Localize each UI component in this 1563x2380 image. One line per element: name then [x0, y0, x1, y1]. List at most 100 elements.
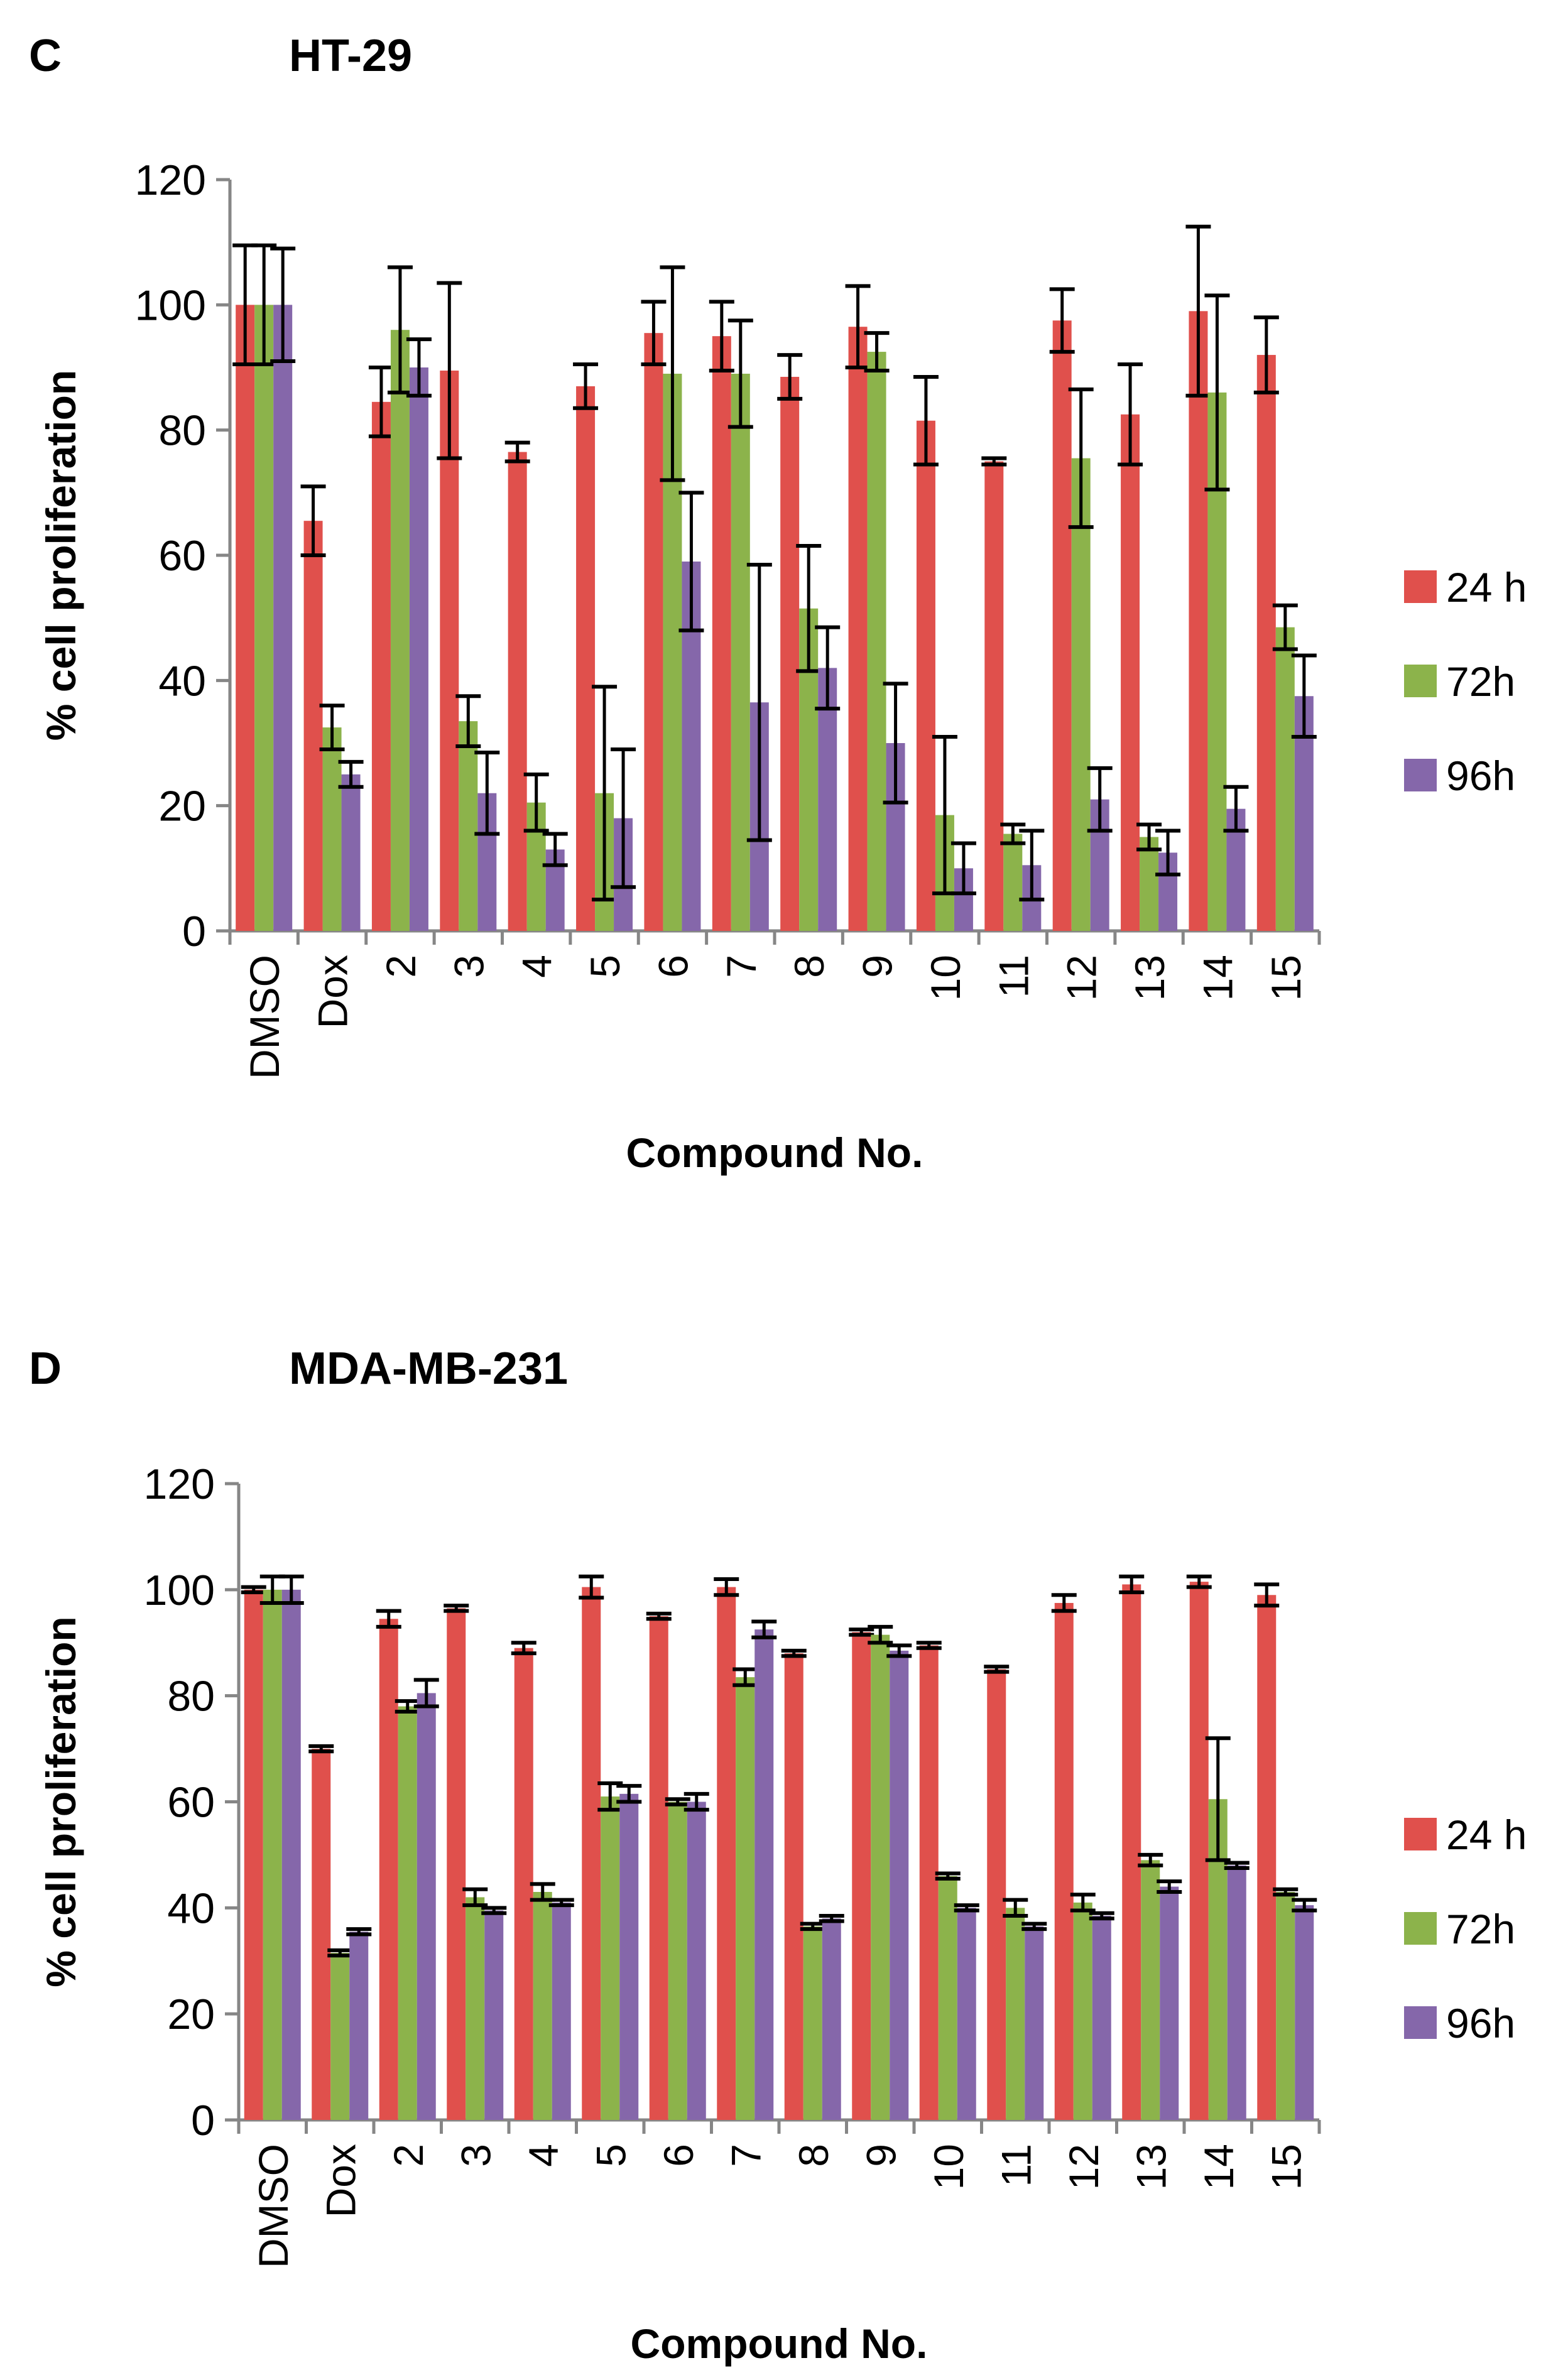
bar-24h-dox: [312, 1749, 331, 2120]
bar-72h-6: [668, 1801, 687, 2120]
bar-96h-dox: [349, 1932, 369, 2120]
x-tick-label: 14: [1195, 2144, 1242, 2190]
bar-72h-5: [601, 1796, 620, 2120]
x-tick-label: 2: [385, 2144, 432, 2167]
legend-label: 24 h: [1446, 564, 1527, 611]
x-tick-label: 3: [452, 2144, 499, 2167]
x-tick-label: 15: [1263, 955, 1309, 1001]
bar-24h-5: [582, 1587, 601, 2120]
x-tick-label: 12: [1059, 955, 1105, 1001]
bar-96h-2: [409, 367, 428, 931]
x-tick-label: 6: [650, 955, 696, 978]
x-tick-label: 13: [1128, 2144, 1174, 2190]
bar-72h-dmso: [263, 1589, 282, 2120]
bar-24h-2: [371, 401, 391, 931]
y-tick-label: 60: [167, 1779, 215, 1827]
bar-72h-12: [1073, 1902, 1092, 2120]
bar-72h-11: [1003, 834, 1023, 931]
legend-swatch: [1404, 570, 1437, 603]
legend-swatch: [1404, 1912, 1437, 1945]
bar-24h-14: [1189, 311, 1208, 931]
bar-72h-10: [938, 1876, 957, 2120]
x-tick-label: 7: [722, 2144, 769, 2167]
y-tick-label: 120: [135, 156, 206, 204]
x-tick-label: 8: [790, 2144, 837, 2167]
x-axis-title: Compound No.: [626, 1129, 923, 1176]
panel-c: C HT-29 0 20 40 60 80 100 120 DMSO Dox 2 3 4 5 6 7 8 9 10…: [29, 31, 1527, 1176]
y-tick-label: 20: [158, 783, 206, 830]
bar-24h-dmso: [236, 305, 255, 931]
panel-letter-c: C: [29, 31, 62, 81]
bar-24h-5: [576, 386, 596, 931]
x-axis-title: Compound No.: [631, 2320, 928, 2367]
chart-ht29: 0 20 40 60 80 100 120 DMSO Dox 2 3 4 5 6 7 8 9 10 11 12 13 14…: [38, 156, 1527, 1176]
chart-mda-mb-231: 0 20 40 60 80 100 120 DMSO Dox 2 3 4 5 6 7 8 9 10 11 12 13 14…: [38, 1460, 1527, 2367]
bar-24h-12: [1052, 320, 1072, 931]
bar-24h-14: [1189, 1582, 1209, 2120]
x-tick-label: 9: [858, 2144, 904, 2167]
bar-96h-10: [957, 1908, 976, 2120]
bar-96h-7: [754, 1629, 774, 2120]
bar-96h-4: [552, 1902, 571, 2120]
x-tick-label: Dox: [317, 2144, 364, 2217]
bar-24h-9: [852, 1632, 871, 2120]
x-tick-label: DMSO: [241, 955, 288, 1079]
y-tick-label: 120: [144, 1460, 215, 1508]
bar-72h-15: [1275, 627, 1295, 931]
bar-72h-3: [466, 1897, 485, 2120]
bar-24h-11: [987, 1669, 1006, 2120]
legend-label: 72h: [1446, 1906, 1515, 1952]
bar-24h-10: [916, 420, 935, 931]
x-tick-label: 14: [1194, 955, 1241, 1001]
bar-72h-2: [398, 1706, 417, 2120]
y-tick-label: 100: [144, 1567, 215, 1614]
x-tick-label: DMSO: [250, 2144, 297, 2268]
x-tick-label: 6: [655, 2144, 702, 2167]
bar-24h-3: [447, 1608, 466, 2120]
bar-72h-11: [1006, 1908, 1025, 2120]
bar-24h-11: [984, 461, 1004, 931]
bar-96h-6: [687, 1801, 706, 2120]
bar-72h-dmso: [254, 305, 274, 931]
bar-72h-7: [731, 373, 750, 931]
legend-swatch: [1404, 759, 1437, 791]
x-tick-label: 4: [514, 955, 560, 978]
bar-72h-7: [736, 1677, 755, 2120]
bar-24h-6: [649, 1616, 668, 2120]
bar-24h-13: [1121, 414, 1140, 931]
y-tick-label: 0: [182, 908, 206, 955]
legend-label: 72h: [1446, 658, 1515, 705]
y-tick-label: 0: [191, 2097, 215, 2144]
x-tick-label: 4: [520, 2144, 567, 2167]
bar-24h-3: [440, 370, 459, 931]
bar-24h-15: [1256, 355, 1276, 931]
x-tick-label: 11: [990, 955, 1037, 998]
bar-24h-10: [919, 1645, 939, 2120]
x-tick-label: 9: [854, 955, 901, 978]
x-tick-label: 5: [582, 955, 628, 978]
bar-96h-8: [818, 668, 837, 931]
panel-letter-d: D: [29, 1344, 62, 1394]
bar-96h-3: [484, 1910, 504, 2120]
bar-96h-12: [1092, 1915, 1111, 2120]
y-tick-label: 60: [158, 532, 206, 580]
bar-24h-6: [644, 333, 663, 931]
chart-title-ht29: HT-29: [289, 31, 413, 81]
y-tick-label: 80: [158, 407, 206, 455]
y-tick-label: 80: [167, 1673, 215, 1720]
x-tick-label: 13: [1126, 955, 1173, 1001]
bar-96h-14: [1227, 1865, 1246, 2120]
bar-24h-2: [379, 1619, 398, 2120]
bar-96h-dmso: [273, 305, 293, 931]
bar-24h-4: [508, 452, 527, 931]
bar-96h-5: [619, 1793, 639, 2120]
bar-72h-4: [533, 1892, 552, 2120]
bar-72h-9: [867, 352, 886, 931]
bar-24h-7: [712, 336, 731, 931]
bar-24h-8: [784, 1653, 803, 2120]
bar-24h-12: [1054, 1602, 1074, 2120]
bar-72h-8: [803, 1926, 822, 2120]
bar-96h-13: [1160, 1886, 1179, 2120]
y-tick-label: 40: [167, 1884, 215, 1932]
x-tick-label: 2: [378, 955, 424, 978]
